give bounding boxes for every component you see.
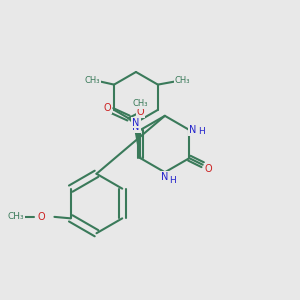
Text: N: N (161, 172, 169, 182)
Text: N: N (189, 125, 197, 135)
Text: CH₃: CH₃ (8, 212, 24, 221)
Text: CH₃: CH₃ (175, 76, 190, 85)
Text: O: O (37, 212, 45, 222)
Text: N: N (132, 122, 140, 132)
Text: N: N (132, 118, 140, 128)
Text: H: H (169, 176, 176, 185)
Text: CH₃: CH₃ (85, 76, 100, 85)
Text: O: O (136, 107, 144, 117)
Text: O: O (205, 164, 212, 174)
Text: CH₃: CH₃ (133, 99, 148, 108)
Text: O: O (104, 103, 112, 112)
Text: H: H (198, 127, 205, 136)
